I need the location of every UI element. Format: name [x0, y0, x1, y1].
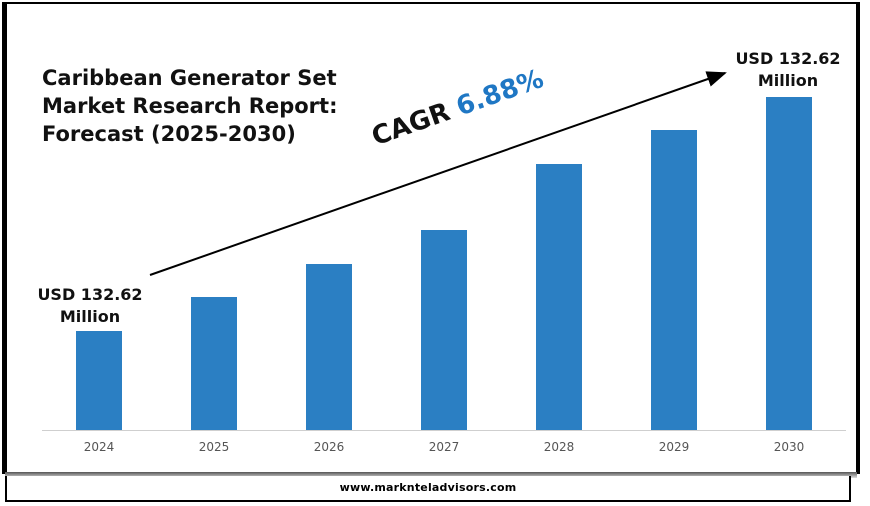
bar-2024	[76, 331, 122, 430]
chart-title: Caribbean Generator Set Market Research …	[42, 64, 337, 148]
title-line-1: Caribbean Generator Set	[42, 66, 337, 90]
start-value-label: USD 132.62 Million	[20, 284, 160, 328]
footer: www.marknteladvisors.com	[5, 476, 851, 502]
bar-2029	[651, 130, 697, 430]
bar-2028	[536, 164, 582, 430]
x-tick-2029: 2029	[658, 440, 690, 454]
start-value-amount: USD 132.62	[37, 285, 143, 304]
x-tick-2026: 2026	[313, 440, 345, 454]
bar-2030	[766, 97, 812, 430]
chart-frame	[2, 2, 860, 474]
end-value-label: USD 132.62 Million	[718, 48, 858, 92]
title-line-3: Forecast (2025-2030)	[42, 122, 296, 146]
x-tick-2024: 2024	[83, 440, 115, 454]
frame-shadow	[5, 472, 857, 478]
footer-url[interactable]: www.marknteladvisors.com	[339, 481, 517, 494]
bar-2025	[191, 297, 237, 430]
x-tick-2028: 2028	[543, 440, 575, 454]
x-tick-2027: 2027	[428, 440, 460, 454]
x-tick-2030: 2030	[773, 440, 805, 454]
x-tick-2025: 2025	[198, 440, 230, 454]
bar-2027	[421, 230, 467, 430]
end-value-unit: Million	[757, 71, 819, 90]
bar-2026	[306, 264, 352, 430]
end-value-amount: USD 132.62	[735, 49, 841, 68]
x-axis-line	[42, 430, 846, 431]
title-line-2: Market Research Report:	[42, 94, 338, 118]
start-value-unit: Million	[59, 307, 121, 326]
